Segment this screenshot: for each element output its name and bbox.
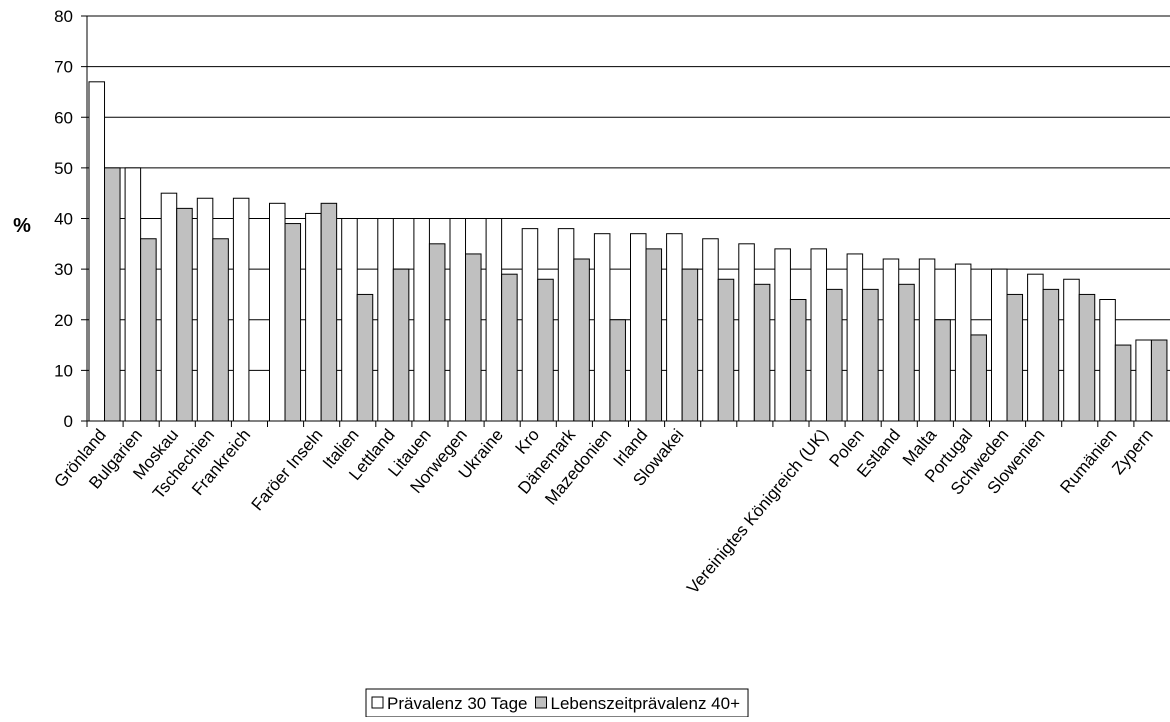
legend: Prävalenz 30 Tage Lebenszeitprävalenz 40+ (365, 688, 749, 718)
bar (898, 283, 915, 422)
bar (1135, 339, 1152, 422)
legend-box (365, 688, 749, 718)
bar (918, 258, 936, 422)
y-tick-label: 60 (54, 108, 73, 127)
bar (738, 243, 755, 422)
bar (449, 218, 467, 422)
bar (392, 268, 410, 422)
bar (1150, 339, 1168, 422)
x-tick-label: Faröer Inseln (248, 425, 327, 514)
y-tick-label: 30 (54, 260, 73, 279)
legend-label: Prävalenz 30 Tage (387, 694, 528, 713)
bar (413, 218, 430, 422)
bar (753, 283, 771, 422)
bar (882, 258, 900, 422)
bar (428, 243, 446, 422)
bar (305, 212, 322, 422)
bar (196, 197, 214, 422)
x-tick-label: Vereinigtes Königreich (UK) (683, 425, 832, 597)
bar (862, 288, 879, 422)
bar (212, 238, 229, 422)
bar (341, 218, 358, 422)
bar (934, 319, 951, 422)
bar (717, 278, 735, 422)
bar (954, 263, 972, 422)
legend-swatch (371, 696, 384, 709)
bar (232, 197, 250, 422)
bar (846, 253, 864, 422)
bar (1042, 288, 1060, 422)
bar (557, 228, 575, 422)
bar (991, 268, 1008, 422)
bar (284, 223, 302, 422)
bar (1063, 278, 1080, 422)
bar (789, 299, 807, 422)
bar (140, 238, 157, 422)
bar (630, 233, 647, 422)
bar (176, 207, 193, 422)
bar (465, 253, 482, 422)
bar (970, 334, 987, 422)
bar (160, 192, 178, 422)
bar (537, 278, 554, 422)
bar (774, 248, 791, 422)
bar (1099, 299, 1116, 422)
x-tick-label: Kro (512, 425, 544, 457)
bar (1078, 293, 1096, 422)
y-tick-label: 80 (54, 7, 73, 26)
bar (377, 218, 394, 422)
bar (645, 248, 663, 422)
bar (1027, 273, 1044, 422)
bar (1114, 344, 1132, 422)
y-tick-label: 20 (54, 311, 73, 330)
bar (485, 218, 503, 422)
bar (573, 258, 590, 422)
bar (593, 233, 611, 422)
bar (681, 268, 699, 422)
y-tick-label: 10 (54, 361, 73, 380)
y-tick-label: 70 (54, 58, 73, 77)
bar (269, 202, 286, 422)
bar (826, 288, 843, 422)
bar (356, 293, 374, 422)
bar (521, 228, 539, 422)
bar (501, 273, 518, 422)
bar (702, 238, 719, 422)
y-tick-label: 0 (64, 412, 73, 431)
bar (609, 319, 626, 422)
bar (810, 248, 828, 422)
y-tick-label: 40 (54, 210, 73, 229)
bar (1006, 293, 1024, 422)
bar (104, 167, 121, 422)
bar (88, 81, 106, 422)
y-axis-label: % (13, 215, 31, 237)
bar (320, 202, 338, 422)
bar (666, 233, 683, 422)
legend-label: Lebenszeitprävalenz 40+ (551, 694, 741, 713)
y-tick-label: 50 (54, 159, 73, 178)
legend-swatch (535, 696, 548, 709)
bar (124, 167, 142, 422)
